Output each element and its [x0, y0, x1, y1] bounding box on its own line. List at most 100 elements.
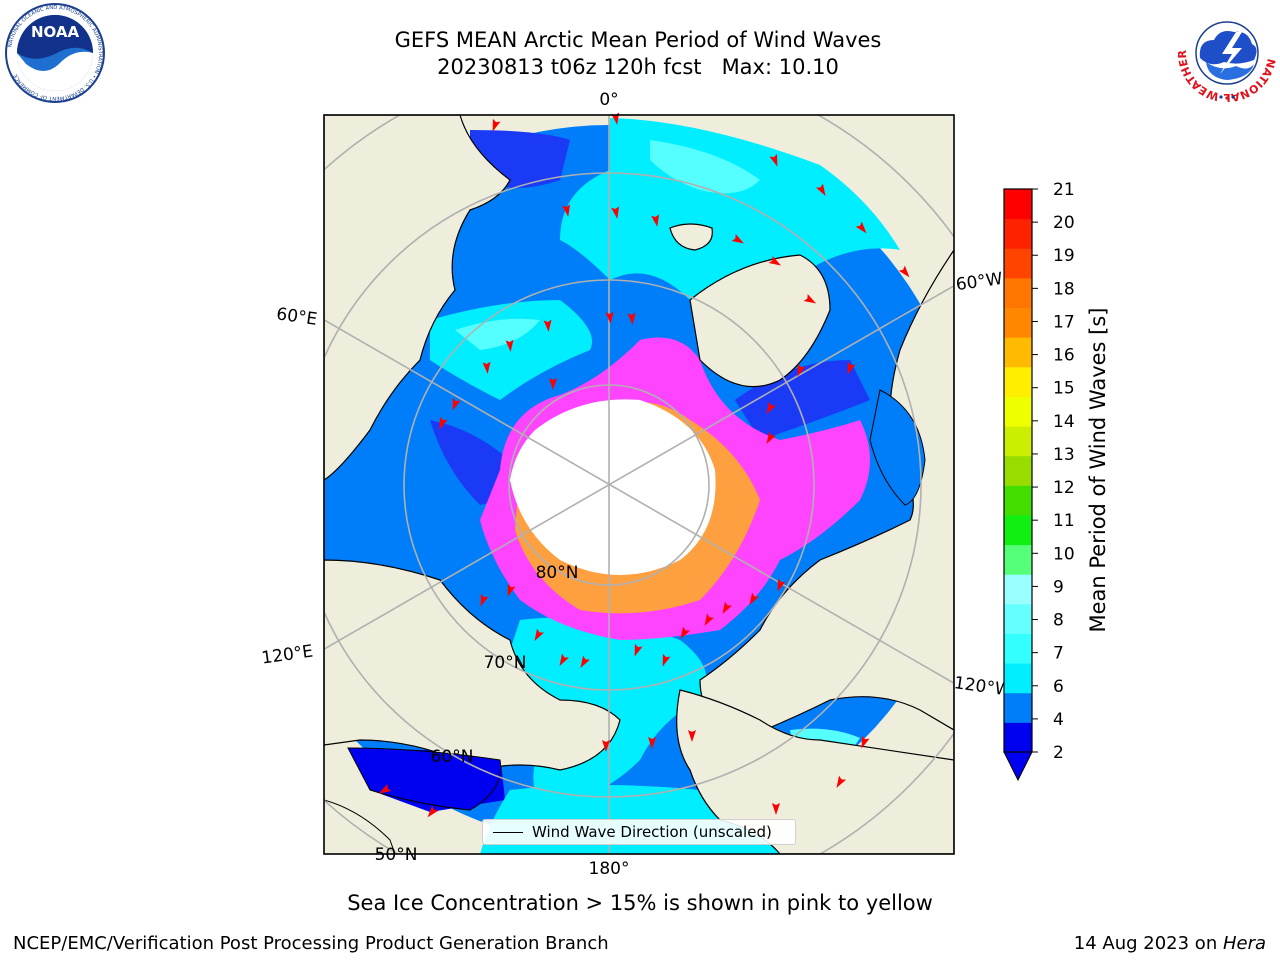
footer-machine: Hera: [1222, 933, 1266, 954]
lat-label-80n: 80°N: [536, 563, 579, 583]
colorbar-bin: [1004, 366, 1032, 397]
colorbar-bin: [1004, 455, 1032, 486]
lat-label-60n: 60°N: [431, 747, 474, 767]
wind-wave-arrow: [559, 653, 569, 667]
colorbar-tick-label: 15: [1053, 379, 1075, 399]
colorbar-label: Mean Period of Wind Waves [s]: [1086, 308, 1110, 633]
wind-wave-arrow: [768, 256, 782, 266]
noaa-logo-text: NOAA: [31, 23, 80, 41]
meridian-60e-120w: [324, 318, 954, 685]
colorbar-tick-label: 20: [1053, 213, 1075, 233]
colorbar-bin: [1004, 722, 1032, 753]
sea-ice-caption: Sea Ice Concentration > 15% is shown in …: [347, 891, 933, 915]
lon-label-180: 180°: [589, 859, 630, 879]
wind-wave-arrow: [855, 221, 867, 234]
wind-wave-arrow: [803, 294, 817, 304]
lon-label-60e: 60°E: [275, 304, 318, 329]
wind-wave-arrow: [562, 204, 571, 217]
wind-wave-arrow: [651, 214, 660, 227]
wind-wave-arrow: [507, 583, 516, 597]
colorbar-bin: [1004, 603, 1032, 634]
colorbar-bin: [1004, 692, 1032, 723]
wind-wave-arrow: [634, 643, 643, 657]
svalbard-land: [669, 223, 713, 251]
wind-wave-arrow: [482, 361, 491, 374]
colorbar-tick-label: 4: [1053, 710, 1064, 730]
wind-wave-arrow: [772, 803, 780, 815]
colorbar-bin: [1004, 218, 1032, 249]
hudson-bay: [869, 389, 926, 506]
footer-date: 14 Aug 2023 on Hera: [1074, 933, 1266, 954]
colorbar-tick-label: 8: [1053, 611, 1064, 631]
wind-wave-arrow: [480, 593, 489, 607]
wind-wave-arrow: [549, 378, 557, 390]
greenland-land: [689, 254, 831, 388]
colorbar-tick-label: 11: [1053, 511, 1075, 531]
wind-wave-arrow: [847, 361, 856, 375]
wind-wave-arrow: [766, 401, 776, 415]
wind-wave-arrow: [898, 265, 910, 278]
wind-wave-arrow: [427, 805, 439, 818]
wind-wave-arrow: [797, 363, 806, 377]
wind-wave-arrow: [777, 578, 786, 592]
colorbar-bin: [1004, 544, 1032, 575]
wind-wave-arrow: [580, 655, 590, 669]
wind-wave-arrow: [688, 730, 696, 742]
colorbar-tick-label: 17: [1053, 312, 1075, 332]
wind-wave-arrow: [816, 183, 826, 197]
colorbar-extend-arrow: [1003, 751, 1033, 782]
lon-label-120e: 120°E: [260, 642, 314, 669]
colorbar-bin: [1004, 663, 1032, 694]
colorbar-tick-label: 19: [1053, 246, 1075, 266]
wind-wave-arrow: [648, 737, 656, 749]
colorbar-bin: [1004, 307, 1032, 338]
meridian-120e-60w: [324, 284, 954, 651]
colorbar-bin: [1004, 633, 1032, 664]
colorbar-bin: [1004, 277, 1032, 309]
wind-wave-arrow: [861, 735, 870, 749]
lat-label-50n: 50°N: [375, 845, 418, 865]
map-legend: Wind Wave Direction (unscaled): [482, 819, 796, 845]
map-frame: [323, 114, 955, 855]
colorbar-tick-label: 18: [1053, 279, 1075, 299]
ocean-cyan-atlantic: [560, 118, 900, 300]
colorbar-tick-label: 7: [1053, 644, 1064, 664]
colorbar-bin: [1004, 396, 1032, 427]
colorbar-frame: [1003, 188, 1033, 753]
colorbar-tick-label: 13: [1053, 445, 1075, 465]
wind-wave-arrow: [662, 653, 671, 667]
colorbar-tick-label: 2: [1053, 743, 1064, 763]
footer-date-text: 14 Aug 2023 on: [1073, 933, 1223, 954]
wind-wave-arrow: [492, 118, 501, 132]
colorbar-tick-label: 10: [1053, 544, 1075, 564]
wind-wave-arrow: [722, 601, 732, 615]
wind-wave-arrow: [505, 339, 514, 352]
nws-logo: NATIONAL WEATHER SERVICE: [1176, 2, 1278, 104]
lat-label-70n: 70°N: [484, 653, 527, 673]
colorbar-bin: [1004, 426, 1032, 457]
colorbar-bin: [1004, 189, 1032, 220]
legend-label: Wind Wave Direction (unscaled): [532, 823, 772, 841]
colorbar-tick-label: 9: [1053, 577, 1064, 597]
colorbar-tick-label: 12: [1053, 478, 1075, 498]
ocean-lightcyan-2: [455, 318, 540, 350]
wind-wave-arrow: [534, 628, 544, 642]
footer-branch: NCEP/EMC/Verification Post Processing Pr…: [13, 933, 609, 954]
eurasia-coast: [324, 115, 511, 481]
colorbar-bin: [1004, 514, 1032, 546]
colorbar: 2 4 6 7 8 9 10 11 12 13 14 15 16 17 18 19 20 21: [1003, 180, 1075, 782]
wind-wave-arrow: [731, 234, 745, 244]
wind-wave-arrow: [704, 613, 714, 627]
wind-wave-arrow: [602, 740, 610, 752]
wind-wave-arrow: [627, 312, 636, 325]
colorbar-bin: [1004, 574, 1032, 605]
colorbar-tick-label: 16: [1053, 346, 1075, 366]
plot-title: GEFS MEAN Arctic Mean Period of Wind Wav…: [394, 28, 882, 52]
wind-wave-arrow: [378, 784, 392, 794]
colorbar-tick-label: 6: [1053, 677, 1064, 697]
plot-subtitle: 20230813 t06z 120h fcst Max: 10.10: [437, 55, 839, 79]
wind-wave-arrow: [543, 319, 552, 332]
wind-wave-arrow: [836, 775, 846, 789]
colorbar-bin: [1004, 248, 1032, 279]
wind-wave-arrow: [439, 416, 448, 430]
